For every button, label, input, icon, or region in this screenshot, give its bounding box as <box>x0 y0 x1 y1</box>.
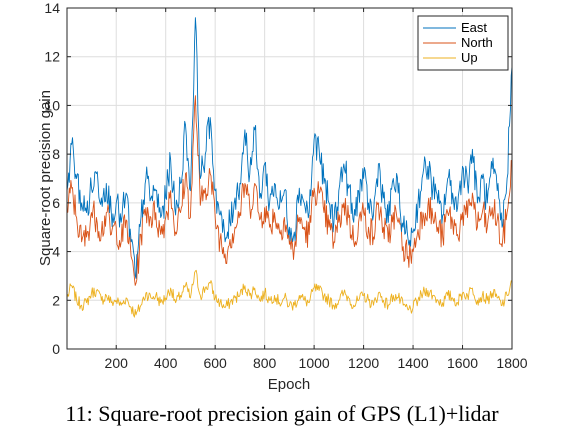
y-tick-label: 4 <box>52 244 60 260</box>
y-tick-label: 0 <box>52 341 60 357</box>
plot-frame <box>66 7 513 350</box>
series-line-north <box>66 95 513 286</box>
y-tick-label: 12 <box>44 49 60 65</box>
x-tick-label: 400 <box>154 355 178 371</box>
x-tick-label: 1800 <box>496 355 527 371</box>
x-tick-label: 1600 <box>447 355 478 371</box>
x-tick-label: 1000 <box>299 355 330 371</box>
y-tick-label: 2 <box>52 292 60 308</box>
y-tick-label: 10 <box>44 97 60 113</box>
series-line-up <box>66 269 512 318</box>
x-tick-label: 1400 <box>397 355 428 371</box>
y-axis-label: Square-root precision gain <box>37 90 54 266</box>
legend-label-up: Up <box>461 50 478 65</box>
legend-label-east: East <box>461 20 487 35</box>
legend-box <box>417 15 509 71</box>
x-tick-label: 1200 <box>348 355 379 371</box>
legend-label-north: North <box>461 35 493 50</box>
x-axis-label: Epoch <box>268 376 311 393</box>
line-chart: 200 400 600 800 1000 1200 1400 1600 1800 0 2 4 6 8 10 1… <box>37 0 528 393</box>
series-lines <box>66 17 513 318</box>
y-tick-label: 6 <box>52 195 60 211</box>
x-tick-label: 600 <box>203 355 227 371</box>
series-line-east <box>66 17 513 279</box>
y-tick-label: 14 <box>44 0 60 16</box>
x-tick-label: 200 <box>105 355 129 371</box>
x-tick-label: 800 <box>253 355 277 371</box>
y-tick-label: 8 <box>52 146 60 162</box>
figure-caption: 11: Square-root precision gain of GPS (L… <box>65 401 499 426</box>
axis-ticks: 200 400 600 800 1000 1200 1400 1600 1800 0 2 4 6 8 10 1… <box>44 0 527 371</box>
